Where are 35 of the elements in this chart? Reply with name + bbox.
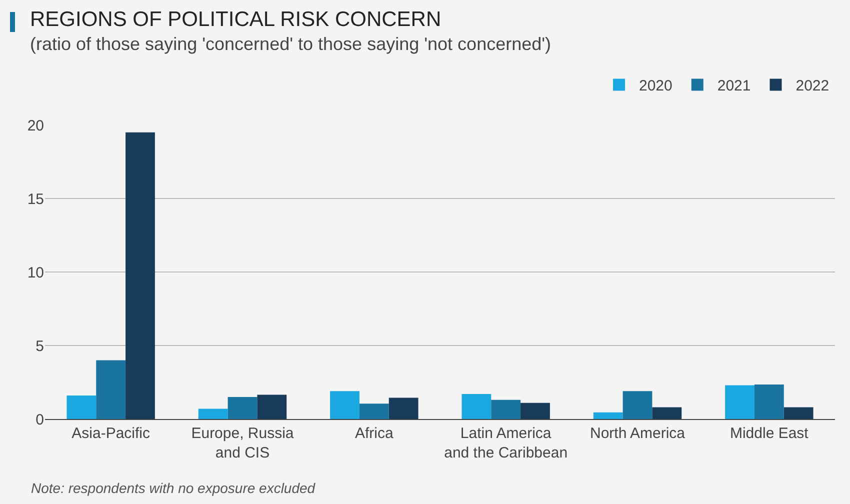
chart-subtitle: (ratio of those saying 'concerned' to those saying 'not concerned') — [30, 34, 552, 55]
bar — [126, 132, 155, 419]
bar — [754, 384, 784, 419]
x-tick-label: North America — [590, 425, 686, 442]
bar — [462, 394, 492, 419]
bar — [388, 398, 418, 419]
x-tick-label: Africa — [355, 425, 394, 442]
bar — [198, 408, 228, 419]
legend-label: 2021 — [717, 78, 751, 95]
y-tick-label: 20 — [27, 117, 44, 134]
bar — [784, 407, 814, 419]
legend-label: 2020 — [639, 78, 672, 95]
y-tick-label: 10 — [27, 264, 44, 282]
x-tick-label: Asia-Pacific — [72, 425, 151, 442]
bar — [359, 404, 389, 419]
bar — [66, 395, 96, 419]
bar — [228, 396, 258, 419]
text: Note: respondents with no exposure excluded — [31, 480, 316, 496]
bar — [652, 407, 682, 419]
bar — [96, 360, 126, 419]
y-tick-label: 0 — [36, 411, 44, 428]
x-tick-label: Latin America and the Caribbean — [444, 425, 568, 462]
chart-title: REGIONS OF POLITICAL RISK CONCERN — [30, 8, 442, 32]
x-tick-label: Middle East — [730, 425, 810, 442]
bar — [257, 394, 287, 419]
bar — [622, 391, 652, 419]
bar — [593, 412, 623, 419]
bar — [330, 391, 360, 419]
y-tick-label: 15 — [27, 190, 44, 208]
bar — [520, 402, 550, 419]
bar — [491, 400, 521, 419]
legend-label: 2022 — [796, 78, 830, 95]
y-tick-label: 5 — [36, 338, 44, 355]
bar — [725, 385, 754, 419]
x-tick-label: Europe, Russia and CIS — [191, 425, 294, 462]
